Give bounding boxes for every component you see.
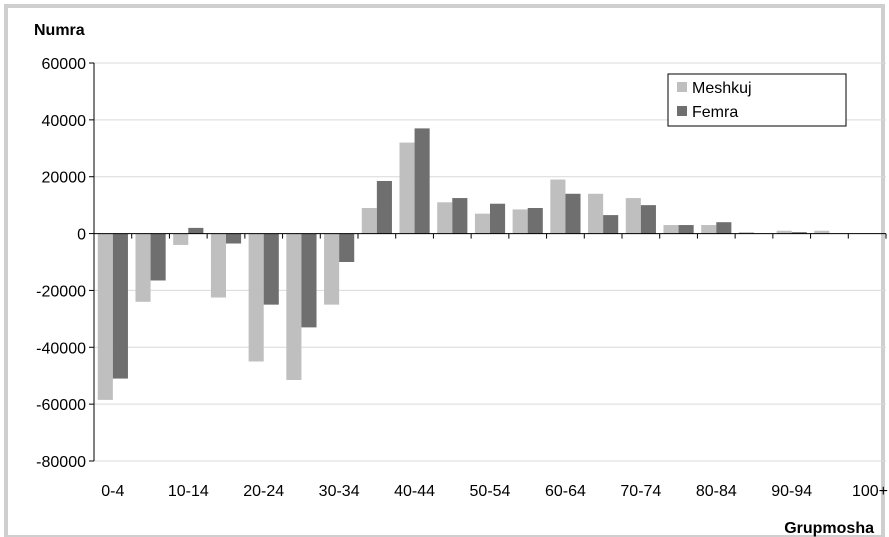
x-tick-label: 70-74 [620, 483, 661, 500]
x-tick-label: 40-44 [394, 483, 435, 500]
bar-meshkuj-10-14 [173, 233, 189, 245]
bar-femra-25-29 [301, 233, 317, 328]
bar-meshkuj-60-64 [550, 179, 566, 234]
bar-meshkuj-75-79 [663, 225, 679, 234]
bar-femra-35-39 [376, 180, 392, 234]
bar-femra-20-24 [263, 233, 279, 305]
bar-meshkuj-55-59 [512, 209, 528, 234]
bar-meshkuj-35-39 [361, 207, 377, 234]
x-tick-label: 60-64 [545, 483, 586, 500]
bar-meshkuj-5-9 [135, 233, 151, 302]
bar-meshkuj-30-34 [324, 233, 340, 305]
bar-meshkuj-40-44 [399, 142, 415, 234]
x-tick-label: 30-34 [319, 483, 360, 500]
y-tick-label: -40000 [36, 340, 86, 357]
x-tick-label: 90-94 [771, 483, 812, 500]
bar-femra-90-94 [791, 232, 807, 234]
bar-femra-55-59 [527, 207, 543, 234]
bar-meshkuj-65-69 [588, 193, 604, 234]
x-tick-label: 20-24 [243, 483, 284, 500]
bars [97, 128, 830, 400]
legend-box [667, 73, 847, 127]
y-tick-label: -80000 [36, 454, 86, 471]
y-tick-labels: 60000 40000 20000 0 -20000 -40000 -60000 -80000 [36, 56, 86, 471]
x-tick-label: 100+ [852, 483, 888, 500]
x-tick-labels: 0-4 10-14 20-24 30-34 40-44 50-54 60-64 70-74 80… [101, 483, 888, 500]
bar-meshkuj-90-94 [776, 230, 792, 234]
y-tick-label: 40000 [42, 113, 87, 130]
bar-meshkuj-25-29 [286, 233, 302, 380]
x-tick-label: 10-14 [168, 483, 209, 500]
bar-femra-15-19 [226, 233, 242, 244]
bar-femra-70-74 [640, 205, 656, 234]
bar-femra-30-34 [339, 233, 355, 262]
bar-meshkuj-85-89 [738, 232, 754, 234]
bar-femra-60-64 [565, 193, 581, 234]
bar-femra-5-9 [150, 233, 166, 281]
bar-femra-65-69 [603, 215, 619, 234]
y-axis-title: Numra [34, 22, 85, 39]
bar-femra-0-4 [112, 233, 128, 379]
y-tick-label: -60000 [36, 397, 86, 414]
x-axis-title: Grupmosha [784, 520, 874, 537]
bar-meshkuj-50-54 [474, 213, 490, 234]
y-tick-label: -20000 [36, 283, 86, 300]
y-tick-label: 20000 [42, 170, 87, 187]
legend-label-meshkuj: Meshkuj [692, 80, 752, 97]
legend-label-femra: Femra [692, 104, 738, 121]
bar-meshkuj-20-24 [248, 233, 264, 362]
x-tick-label: 50-54 [470, 483, 511, 500]
bar-meshkuj-70-74 [625, 198, 641, 234]
bar-femra-80-84 [716, 222, 732, 234]
bar-femra-50-54 [490, 203, 506, 234]
bar-femra-45-49 [452, 198, 468, 234]
bar-meshkuj-15-19 [210, 233, 226, 298]
y-tick-label: 60000 [42, 56, 87, 73]
bar-femra-10-14 [188, 227, 204, 234]
bar-meshkuj-80-84 [701, 225, 717, 234]
x-tick-label: 0-4 [101, 483, 124, 500]
legend-swatch-femra [677, 106, 687, 116]
legend: Meshkuj Femra [667, 73, 847, 127]
bar-femra-40-44 [414, 128, 430, 234]
axes [89, 62, 887, 462]
bar-femra-75-79 [678, 225, 694, 234]
bar-meshkuj-0-4 [97, 233, 113, 400]
x-tick-label: 80-84 [696, 483, 737, 500]
bar-meshkuj-45-49 [437, 202, 453, 234]
legend-swatch-meshkuj [677, 82, 687, 92]
y-tick-label: 0 [77, 227, 86, 244]
bar-meshkuj-95-99 [814, 230, 830, 234]
